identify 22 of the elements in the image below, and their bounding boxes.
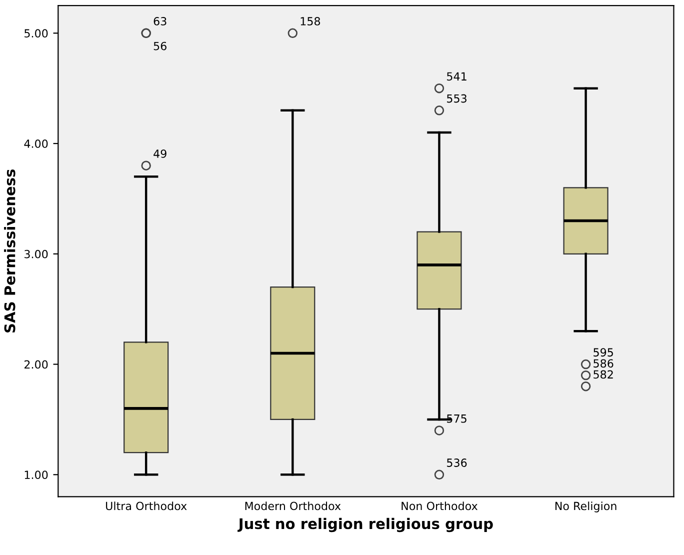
y-axis-title: SAS Permissiveness bbox=[4, 169, 16, 332]
annotation: 158 bbox=[300, 17, 320, 26]
annotation: 56 bbox=[154, 42, 166, 50]
annotation: 582 bbox=[594, 370, 613, 379]
annotation: 586 bbox=[594, 359, 614, 368]
annotation: 49 bbox=[154, 149, 166, 158]
y-tick-label: 2.00 bbox=[24, 360, 48, 369]
annotation: 541 bbox=[447, 72, 466, 81]
y-tick-label: 1.00 bbox=[24, 470, 48, 480]
annotation: 536 bbox=[447, 458, 467, 467]
annotation: 575 bbox=[447, 414, 466, 423]
x-axis-title: Just no religion religious group bbox=[238, 518, 493, 532]
y-tick-label: 3.00 bbox=[24, 250, 48, 258]
x-tick-label: Non Orthodox bbox=[402, 502, 478, 510]
annotation: 63 bbox=[154, 17, 166, 26]
annotation: 553 bbox=[447, 94, 466, 103]
x-tick-label: Modern Orthodox bbox=[245, 502, 341, 510]
x-tick-label: No Religion bbox=[555, 502, 616, 512]
x-tick-label: Ultra Orthodox bbox=[106, 502, 187, 510]
y-tick-label: 4.00 bbox=[24, 139, 48, 148]
annotation: 595 bbox=[594, 348, 613, 357]
y-tick-label: 5.00 bbox=[24, 29, 48, 38]
